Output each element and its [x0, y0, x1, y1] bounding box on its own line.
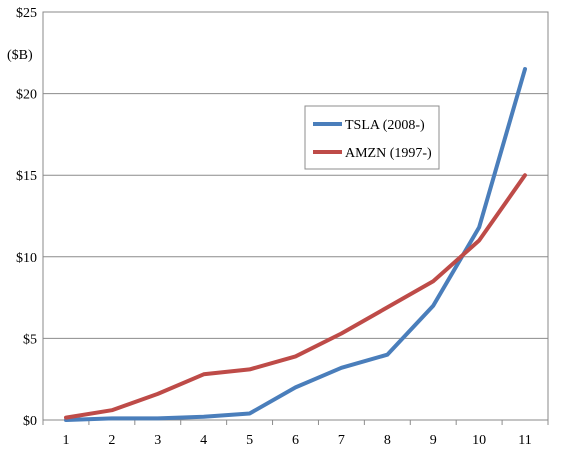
x-tick-label: 2 [108, 433, 115, 448]
y-tick-label: $15 [16, 169, 37, 184]
legend-box [304, 105, 440, 170]
plot-area-frame [42, 11, 549, 421]
legend-label: TSLA (2008-) [345, 118, 425, 133]
y-axis: $0 $5 $10 $15 $20 $25 [16, 6, 37, 429]
x-tick-label: 10 [472, 433, 486, 448]
x-tick-label: 4 [200, 433, 207, 448]
series-line [64, 67, 527, 422]
x-tick-label: 5 [246, 433, 253, 448]
x-tick-label: 1 [62, 433, 69, 448]
y-tick-label: $25 [16, 6, 37, 21]
x-tick-label: 9 [430, 433, 437, 448]
x-tick-label: 8 [384, 433, 391, 448]
x-tick-label: 11 [518, 433, 531, 448]
series-lines [64, 67, 527, 422]
y-tick-label: $5 [23, 332, 37, 347]
y-unit-label: ($B) [7, 48, 33, 63]
y-tick-label: $0 [23, 414, 37, 429]
y-tick-label: $20 [16, 88, 37, 103]
series-line [64, 173, 527, 420]
legend-label: AMZN (1997-) [345, 146, 432, 161]
x-tick-label: 6 [292, 433, 299, 448]
x-tick-label: 3 [154, 433, 161, 448]
gridlines [43, 11, 548, 421]
legend: TSLA (2008-) AMZN (1997-) [304, 105, 440, 170]
x-tick-label: 7 [338, 433, 345, 448]
x-axis: 1 2 3 4 5 6 7 8 9 10 11 [42, 420, 549, 448]
y-tick-label: $10 [16, 251, 37, 266]
